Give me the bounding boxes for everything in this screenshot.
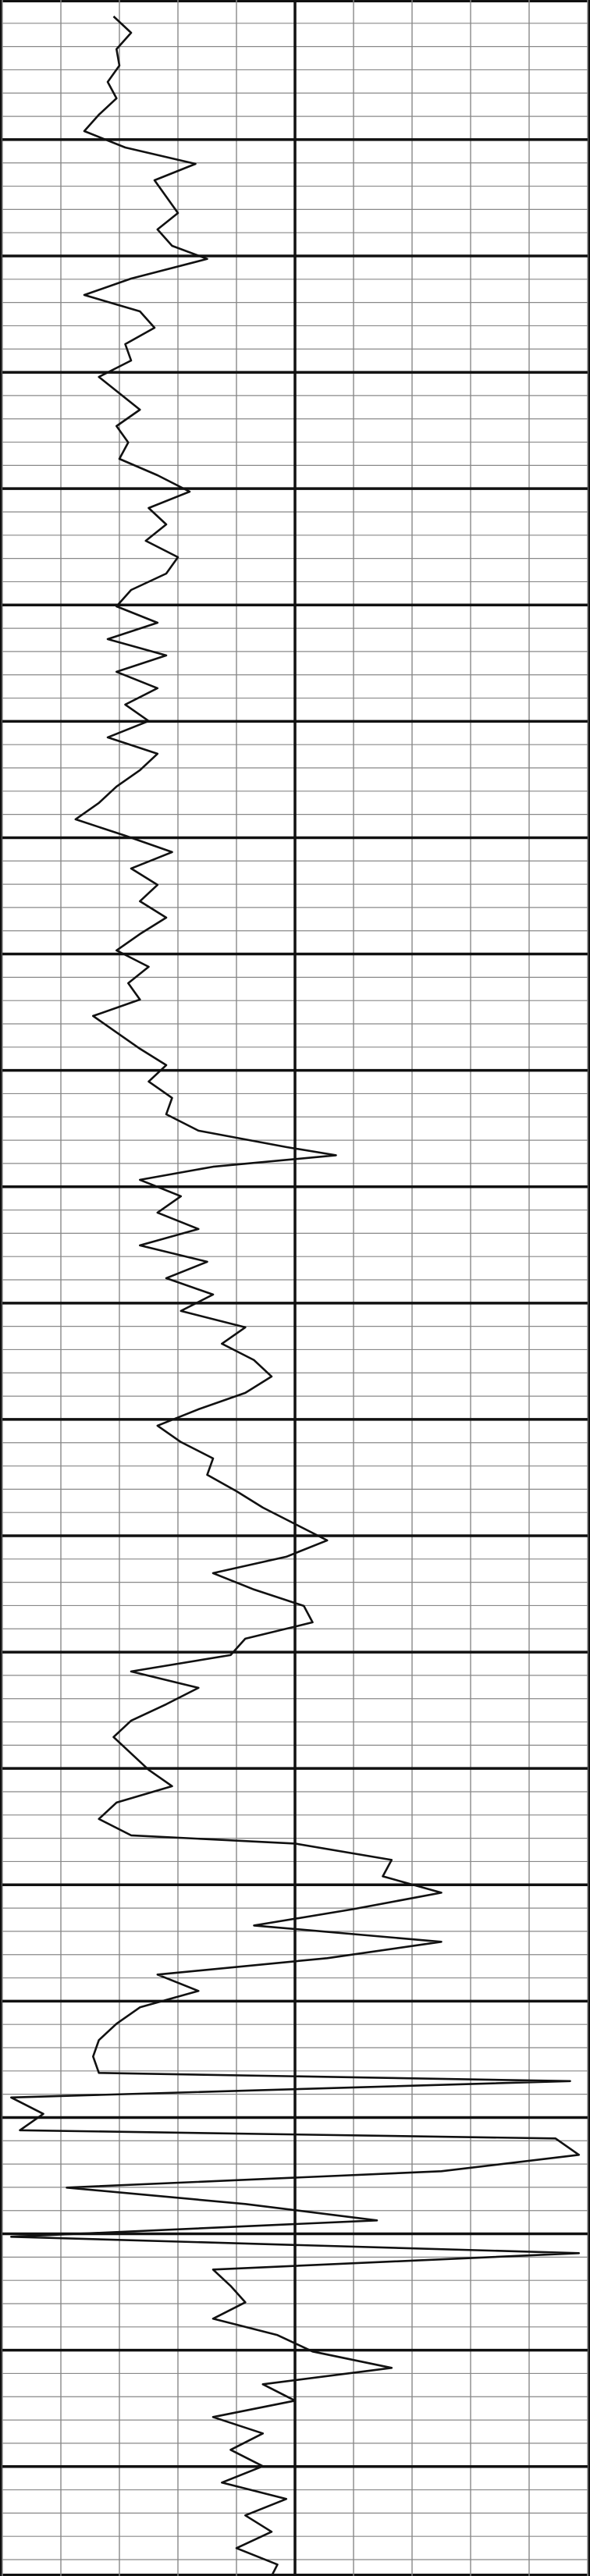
log-curve — [10, 16, 581, 2576]
